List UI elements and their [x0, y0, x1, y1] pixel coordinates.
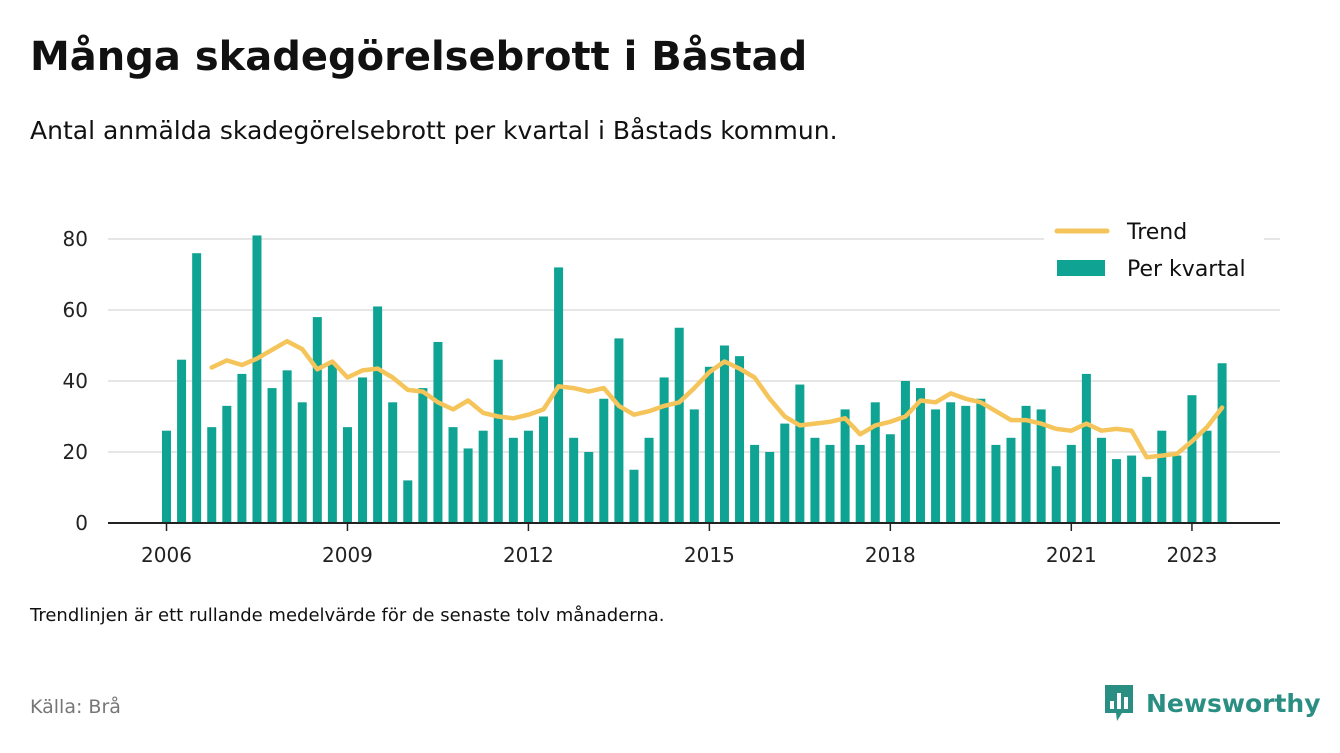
chart-subtitle: Antal anmälda skadegörelsebrott per kvar… [30, 116, 838, 145]
bar [659, 377, 669, 523]
y-tick-label: 60 [63, 298, 88, 322]
x-tick-label: 2023 [1166, 543, 1217, 567]
bar [162, 430, 171, 523]
newsworthy-logo: Newsworthy [1102, 682, 1321, 724]
bar [750, 444, 760, 523]
x-tick-label: 2018 [865, 543, 916, 567]
bar [403, 480, 413, 523]
bar [1172, 455, 1182, 523]
bar [719, 345, 729, 523]
bar [463, 448, 473, 523]
bar [1157, 430, 1167, 523]
bar [599, 398, 609, 523]
chart-title: Många skadegörelsebrott i Båstad [30, 34, 808, 80]
y-tick-label: 0 [75, 511, 88, 535]
bar [222, 405, 232, 523]
bar [825, 444, 835, 523]
bar [207, 427, 217, 523]
bar [584, 452, 594, 523]
bar [554, 267, 564, 523]
bar [810, 437, 820, 523]
bar [795, 384, 805, 523]
bar [448, 427, 458, 523]
bars [162, 235, 1227, 523]
bar [327, 363, 337, 523]
bar [991, 444, 1001, 523]
legend-trend-label: Trend [1126, 220, 1187, 245]
footnote: Trendlinjen är ett rullande medelvärde f… [30, 605, 665, 626]
bar [765, 452, 775, 523]
bar [1202, 430, 1212, 523]
y-tick-label: 80 [63, 227, 88, 251]
bar [493, 359, 503, 523]
bar [946, 402, 956, 523]
bar [644, 437, 654, 523]
y-tick-label: 20 [63, 440, 88, 464]
bar [855, 444, 865, 523]
bar [976, 398, 986, 523]
x-tick-label: 2006 [141, 543, 192, 567]
newsworthy-icon [1105, 685, 1133, 721]
bar [1142, 476, 1152, 523]
bar [569, 437, 579, 523]
bar [1187, 395, 1197, 523]
bar [614, 338, 624, 523]
bar [1127, 455, 1137, 523]
bar [252, 235, 262, 523]
bar [900, 381, 910, 523]
bar [885, 434, 895, 523]
bar [1217, 363, 1227, 523]
source-label: Källa: Brå [30, 696, 121, 718]
legend-bar-swatch [1057, 260, 1105, 276]
bar [1096, 437, 1106, 523]
bar [629, 469, 639, 523]
bar [1066, 444, 1076, 523]
bar [1006, 437, 1016, 523]
bar [1081, 373, 1091, 523]
bar [961, 405, 971, 523]
bar [358, 377, 368, 523]
x-tick-label: 2012 [503, 543, 554, 567]
legend-bar-label: Per kvartal [1127, 257, 1246, 282]
bar [1021, 405, 1031, 523]
bar [282, 370, 292, 523]
bar [418, 388, 428, 523]
x-tick-label: 2021 [1046, 543, 1097, 567]
bar [192, 253, 202, 523]
axes: 0 20 40 60 80 2006 2009 2012 2015 2018 2021 2023 [63, 227, 1280, 567]
brand-name: Newsworthy [1146, 688, 1321, 718]
y-tick-label: 40 [63, 369, 88, 393]
bar [1036, 409, 1046, 523]
bar [704, 366, 714, 523]
trend-line [209, 338, 1225, 460]
x-tick-label: 2015 [684, 543, 735, 567]
bar [523, 430, 533, 523]
chart: 0 20 40 60 80 2006 2009 2012 2015 2018 2021 2023 Tr… [62, 206, 1280, 567]
bar [916, 388, 925, 523]
bar [433, 341, 443, 523]
bar [840, 409, 850, 523]
bar [237, 373, 247, 523]
bar [674, 327, 684, 523]
bar [297, 402, 307, 523]
bar [267, 388, 277, 523]
bar [1112, 459, 1122, 523]
bar [539, 416, 548, 523]
bar [478, 430, 488, 523]
bar [373, 306, 383, 523]
legend: Trend Per kvartal [1044, 206, 1264, 290]
bar [870, 402, 880, 523]
bar [508, 437, 518, 523]
bar [342, 427, 352, 523]
bar [312, 317, 322, 523]
bar [388, 402, 398, 523]
x-tick-label: 2009 [322, 543, 373, 567]
bar [735, 356, 745, 523]
bar [689, 409, 699, 523]
trend-line-layer [209, 338, 1225, 460]
bar [931, 409, 941, 523]
bar [780, 423, 790, 523]
bar [177, 359, 187, 523]
bar [1051, 466, 1061, 523]
